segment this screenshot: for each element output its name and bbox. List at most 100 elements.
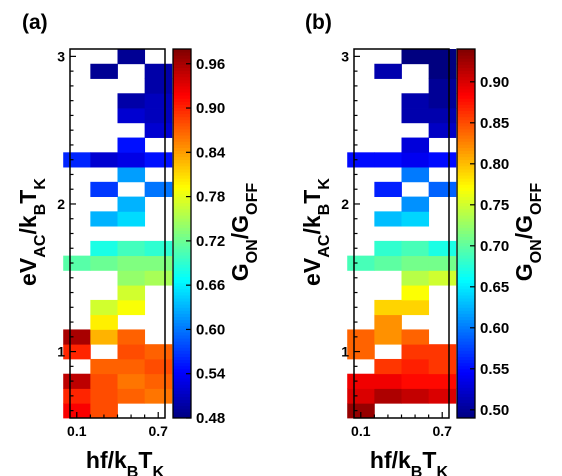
- heatmap-cell: [117, 329, 146, 345]
- heatmap-cell: [374, 358, 402, 375]
- colorbar-strip: [173, 381, 191, 385]
- colorbar-strip: [173, 218, 191, 222]
- colorbar-strip: [457, 175, 475, 179]
- colorbar-strip: [173, 178, 191, 182]
- heatmap-cell: [117, 373, 146, 389]
- colorbar-strip: [457, 396, 475, 401]
- colorbar-strip: [173, 334, 191, 339]
- colorbar-strip: [457, 110, 475, 115]
- colorbar-strip: [173, 64, 191, 68]
- colorbar-strip: [457, 328, 475, 333]
- heatmap-cell: [401, 93, 430, 109]
- heatmap-cell: [347, 255, 375, 271]
- colorbar-strip: [457, 113, 475, 118]
- heatmap-cell: [144, 63, 173, 79]
- colorbar-strip: [173, 119, 191, 124]
- colorbar-strip: [457, 190, 475, 195]
- colorbar-strip: [173, 331, 191, 336]
- heatmap-cell: [117, 167, 146, 183]
- colorbar-label-subscript: ON: [527, 239, 545, 263]
- colorbar-strip: [173, 181, 191, 185]
- colorbar-strip: [457, 61, 475, 65]
- heatmap-cell: [90, 299, 118, 316]
- heatmap-cell: [144, 240, 173, 257]
- colorbar-label-part: G: [227, 263, 253, 281]
- colorbar-label-subscript: OFF: [527, 183, 545, 215]
- colorbar-strip: [457, 242, 475, 247]
- colorbar-tick-label: 0.75: [480, 197, 509, 214]
- colorbar-strip: [457, 384, 475, 388]
- colorbar-strip: [457, 144, 475, 148]
- colorbar-strip: [173, 153, 191, 158]
- colorbar-strip: [173, 107, 191, 111]
- colorbar-strip: [457, 334, 475, 339]
- colorbar-strip: [457, 150, 475, 155]
- colorbar-strip: [457, 371, 475, 376]
- colorbar-strip: [173, 150, 191, 155]
- colorbar-strip: [457, 245, 475, 250]
- colorbar-strip: [173, 341, 191, 345]
- y-label-subscript: AC: [31, 234, 49, 258]
- colorbar-tick-label: 0.54: [196, 366, 226, 383]
- colorbar-strip: [457, 132, 475, 136]
- heatmap-cell: [347, 373, 375, 389]
- colorbar-strip: [457, 64, 475, 68]
- colorbar-strip: [457, 310, 475, 314]
- heatmap-cell: [401, 196, 430, 212]
- colorbar-strip: [457, 85, 475, 90]
- colorbar-strip: [457, 221, 475, 225]
- colorbar-strip: [457, 107, 475, 111]
- colorbar-strip: [457, 165, 475, 170]
- colorbar-strip: [173, 236, 191, 241]
- colorbar-strip: [173, 73, 191, 78]
- heatmap-cell: [90, 388, 118, 404]
- colorbar-strip: [457, 67, 475, 72]
- colorbar-tick-label: 0.55: [480, 361, 509, 378]
- colorbar-strip: [173, 184, 191, 188]
- colorbar-strip: [457, 153, 475, 158]
- heatmap-cell: [401, 344, 430, 360]
- heatmap-cell: [374, 211, 402, 227]
- heatmap-cell: [63, 373, 91, 389]
- colorbar-strip: [457, 267, 475, 271]
- colorbar-strip: [457, 338, 475, 342]
- colorbar-strip: [173, 328, 191, 333]
- colorbar-strip: [457, 353, 475, 357]
- colorbar-strip: [457, 184, 475, 188]
- colorbar-strip: [457, 251, 475, 256]
- heatmap-cell: [428, 255, 457, 271]
- colorbar-strip: [173, 230, 191, 234]
- colorbar-strip: [173, 221, 191, 225]
- heatmap-cell: [144, 388, 173, 404]
- colorbar-strip: [457, 276, 475, 281]
- colorbar-strip: [457, 208, 475, 213]
- colorbar-strip: [173, 390, 191, 394]
- colorbar-strip: [173, 325, 191, 330]
- colorbar-label-subscript: OFF: [243, 183, 261, 215]
- colorbar-strip: [457, 95, 475, 99]
- heatmap-cell: [374, 63, 402, 79]
- colorbar-strip: [457, 381, 475, 385]
- heatmap-cell: [428, 49, 457, 65]
- colorbar-strip: [457, 119, 475, 124]
- colorbar-strip: [173, 193, 191, 198]
- colorbar-strip: [173, 82, 191, 87]
- colorbar-strip: [173, 61, 191, 65]
- colorbar-strip: [173, 205, 191, 210]
- colorbar-strip: [457, 116, 475, 121]
- colorbar-tick-label: 0.78: [196, 189, 225, 206]
- colorbar-strip: [457, 82, 475, 87]
- colorbar-strip: [457, 172, 475, 176]
- colorbar-label-part: G: [511, 263, 537, 281]
- heatmap-cell: [374, 388, 402, 404]
- colorbar-strip: [173, 196, 191, 201]
- colorbar-strip: [457, 279, 475, 284]
- colorbar-strip: [173, 224, 191, 228]
- colorbar-tick-label: 0.65: [480, 279, 509, 296]
- colorbar-strip: [457, 359, 475, 364]
- colorbar-strip: [457, 405, 475, 410]
- colorbar-label-part: /G: [511, 215, 537, 239]
- colorbar-tick-label: 0.90: [196, 100, 225, 117]
- heatmap-cell: [428, 344, 457, 360]
- colorbar-strip: [173, 316, 191, 321]
